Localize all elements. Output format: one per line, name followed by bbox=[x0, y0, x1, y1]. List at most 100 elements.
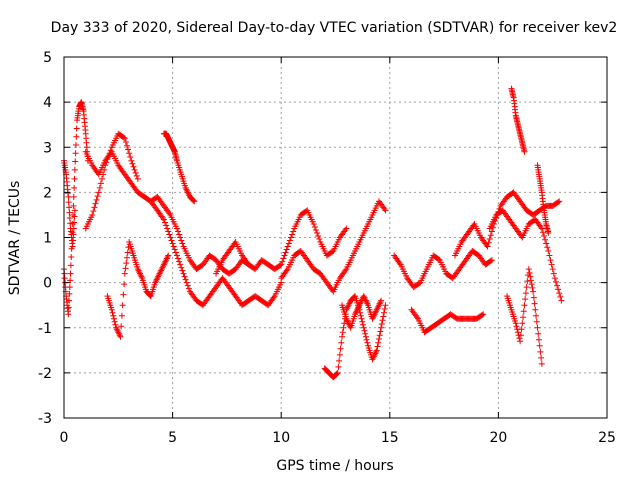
data-point bbox=[512, 320, 519, 327]
data-point bbox=[167, 234, 174, 241]
data-point bbox=[555, 199, 562, 206]
data-point bbox=[360, 324, 367, 331]
data-point bbox=[181, 273, 188, 280]
series-track-r bbox=[534, 162, 552, 236]
data-point bbox=[100, 171, 107, 178]
data-point bbox=[160, 216, 167, 223]
data-point bbox=[132, 169, 139, 176]
data-point bbox=[180, 270, 187, 277]
data-point bbox=[558, 297, 565, 304]
data-point bbox=[382, 207, 389, 214]
data-point bbox=[67, 262, 74, 269]
data-point bbox=[175, 255, 182, 262]
series-track-o bbox=[486, 207, 565, 304]
data-point bbox=[488, 228, 495, 235]
data-point bbox=[380, 313, 387, 320]
data-point bbox=[338, 339, 345, 346]
data-point bbox=[165, 252, 172, 259]
data-point bbox=[310, 220, 317, 227]
y-tick-label: -3 bbox=[38, 411, 52, 427]
x-tick-labels: 0 5 10 15 20 25 bbox=[60, 430, 616, 446]
data-point bbox=[557, 293, 564, 300]
data-point bbox=[373, 347, 380, 354]
data-point bbox=[541, 232, 548, 239]
data-point bbox=[513, 323, 520, 330]
data-point bbox=[170, 243, 177, 250]
x-tick-label: 10 bbox=[272, 430, 290, 446]
data-point bbox=[90, 208, 97, 215]
data-point bbox=[378, 297, 385, 304]
y-tick-label: 0 bbox=[43, 276, 52, 292]
data-point bbox=[95, 189, 102, 196]
data-point bbox=[93, 196, 100, 203]
data-point bbox=[381, 305, 388, 312]
x-tick-label: 20 bbox=[489, 430, 507, 446]
data-point bbox=[340, 324, 347, 331]
data-point bbox=[168, 237, 175, 244]
series-track-m bbox=[408, 306, 487, 336]
data-point bbox=[360, 321, 367, 328]
data-point bbox=[514, 329, 521, 336]
data-point bbox=[335, 363, 342, 370]
data-point bbox=[176, 231, 183, 238]
data-point bbox=[191, 198, 198, 205]
series-track-k bbox=[339, 293, 385, 331]
data-point bbox=[374, 343, 381, 350]
data-point bbox=[488, 257, 495, 264]
data-point bbox=[70, 202, 77, 209]
data-point bbox=[110, 315, 117, 322]
x-axis-label: GPS time / hours bbox=[276, 458, 393, 474]
data-point bbox=[377, 328, 384, 335]
data-point bbox=[527, 273, 534, 280]
data-point bbox=[517, 332, 524, 339]
series-track-i bbox=[278, 198, 389, 295]
data-point bbox=[538, 354, 545, 361]
data-point bbox=[378, 324, 385, 331]
data-point bbox=[343, 225, 350, 232]
data-point bbox=[281, 252, 288, 259]
data-point bbox=[105, 153, 112, 160]
data-point bbox=[522, 296, 529, 303]
data-point bbox=[544, 244, 551, 251]
chart-title: Day 333 of 2020, Sidereal Day-to-day VTE… bbox=[51, 20, 618, 36]
y-axis-label: SDTVAR / TECUs bbox=[7, 181, 23, 296]
data-point bbox=[530, 294, 537, 301]
data-point bbox=[290, 228, 297, 235]
data-point bbox=[287, 234, 294, 241]
series-track-g bbox=[147, 198, 285, 309]
data-point bbox=[554, 282, 561, 289]
data-point bbox=[119, 302, 126, 309]
data-point bbox=[108, 306, 115, 313]
data-point bbox=[71, 207, 78, 214]
data-point bbox=[165, 228, 172, 235]
data-point bbox=[289, 231, 296, 238]
data-point bbox=[178, 237, 185, 244]
data-point bbox=[179, 240, 186, 247]
data-point bbox=[278, 261, 285, 268]
data-point bbox=[67, 270, 74, 277]
data-point bbox=[176, 258, 183, 265]
data-point bbox=[66, 297, 73, 304]
data-point bbox=[339, 329, 346, 336]
data-point bbox=[416, 280, 423, 287]
data-point bbox=[375, 336, 382, 343]
data-point bbox=[120, 291, 127, 298]
data-point bbox=[286, 237, 293, 244]
data-point bbox=[131, 166, 138, 173]
data-point bbox=[315, 232, 322, 239]
data-point bbox=[362, 330, 369, 337]
data-point bbox=[99, 175, 106, 182]
data-point bbox=[70, 231, 77, 238]
series-track-f bbox=[160, 130, 198, 205]
y-tick-label: 5 bbox=[43, 50, 52, 66]
data-point bbox=[185, 285, 192, 292]
data-point bbox=[184, 282, 191, 289]
data-point bbox=[485, 239, 492, 246]
data-point bbox=[375, 339, 382, 346]
data-point bbox=[339, 333, 346, 340]
data-point bbox=[381, 309, 388, 316]
x-tick-label: 5 bbox=[168, 430, 177, 446]
data-point bbox=[177, 261, 184, 268]
data-point bbox=[435, 256, 442, 263]
data-point bbox=[334, 369, 341, 376]
